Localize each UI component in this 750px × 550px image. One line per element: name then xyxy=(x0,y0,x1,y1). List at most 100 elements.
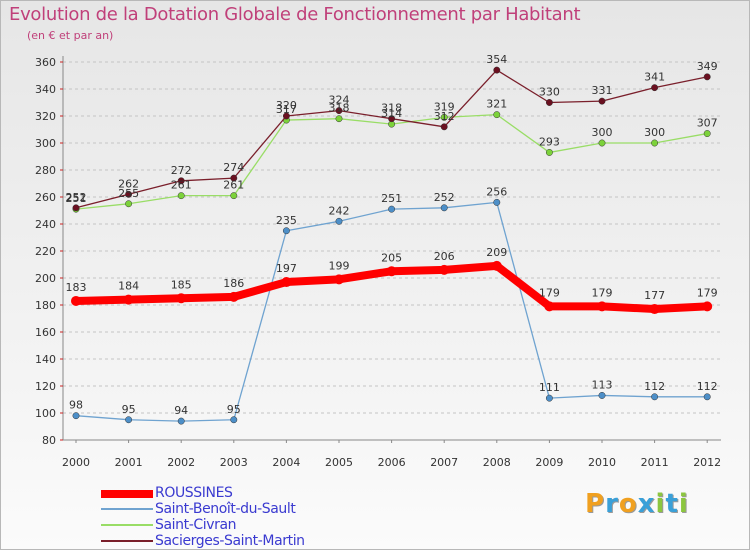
y-tick-label: 300 xyxy=(35,137,56,150)
y-tick-label: 260 xyxy=(35,191,56,204)
data-label: 314 xyxy=(381,107,402,120)
data-label: 112 xyxy=(697,380,718,393)
y-tick-label: 140 xyxy=(35,353,56,366)
logo-letter: i xyxy=(678,489,689,519)
data-point xyxy=(228,291,239,302)
data-label: 307 xyxy=(697,117,718,130)
data-label: 330 xyxy=(539,86,560,99)
data-point xyxy=(702,301,713,312)
chart-title: Evolution de la Dotation Globale de Fonc… xyxy=(9,4,581,25)
y-tick-label: 180 xyxy=(35,299,56,312)
data-label: 113 xyxy=(592,378,613,391)
data-point xyxy=(545,394,553,402)
logo-letter: r xyxy=(605,489,619,519)
data-label: 317 xyxy=(276,103,297,116)
data-label: 331 xyxy=(592,84,613,97)
data-label: 274 xyxy=(223,161,244,174)
data-label: 319 xyxy=(434,100,455,113)
x-tick-label: 2006 xyxy=(378,456,406,469)
data-label: 179 xyxy=(592,286,613,299)
legend-label: Sacierges-Saint-Martin xyxy=(155,533,305,549)
data-point xyxy=(282,227,290,235)
x-tick-label: 2011 xyxy=(641,456,669,469)
data-point xyxy=(71,295,81,306)
data-point xyxy=(597,301,607,312)
data-label: 95 xyxy=(227,403,241,416)
data-point xyxy=(281,277,292,288)
data-point xyxy=(72,412,80,420)
y-tick-label: 220 xyxy=(35,245,56,258)
y-tick-label: 360 xyxy=(35,56,56,69)
data-point xyxy=(230,174,238,182)
data-point xyxy=(125,190,133,198)
data-label: 179 xyxy=(697,286,718,299)
line-chart: 80 100 120 140 160 180 200 220 240 260 280 300 320 34… xyxy=(35,53,721,469)
data-label: 272 xyxy=(171,164,192,177)
data-point xyxy=(649,304,660,315)
data-label: 320 xyxy=(276,99,297,112)
data-point xyxy=(176,293,187,304)
data-point xyxy=(72,204,80,212)
logo-letter: x xyxy=(637,489,656,519)
data-label: 293 xyxy=(539,135,560,148)
legend-label: ROUSSINES xyxy=(155,485,233,501)
x-tick-label: 2007 xyxy=(430,456,458,469)
data-point xyxy=(177,192,185,200)
data-label: 251 xyxy=(381,192,402,205)
legend-swatch xyxy=(101,490,153,498)
data-label: 318 xyxy=(329,102,350,115)
x-tick-label: 2001 xyxy=(115,456,143,469)
x-tick-label: 2012 xyxy=(693,456,721,469)
data-label: 321 xyxy=(486,98,507,111)
legend-swatch xyxy=(101,508,153,510)
chart-subtitle: (en € et par an) xyxy=(27,29,114,42)
data-point xyxy=(598,139,606,147)
data-point xyxy=(125,416,133,424)
x-tick-label: 2004 xyxy=(272,456,300,469)
data-label: 177 xyxy=(644,289,665,302)
data-label: 354 xyxy=(486,53,507,66)
data-label: 235 xyxy=(276,214,297,227)
x-tick-label: 2003 xyxy=(220,456,248,469)
data-point xyxy=(491,260,502,271)
data-label: 112 xyxy=(644,380,665,393)
logo-letter: i xyxy=(655,489,666,519)
data-label: 324 xyxy=(329,94,350,107)
data-point xyxy=(651,84,659,92)
data-point xyxy=(651,393,659,401)
data-label: 209 xyxy=(486,246,507,259)
legend-label: Saint-Benoît-du-Sault xyxy=(155,501,296,517)
x-tick-label: 2009 xyxy=(535,456,563,469)
data-point xyxy=(123,294,134,305)
y-tick-label: 160 xyxy=(35,326,56,339)
legend-swatch xyxy=(101,524,153,526)
logo-letter: o xyxy=(618,489,638,519)
data-point xyxy=(598,392,606,399)
data-label: 256 xyxy=(486,185,507,198)
data-point xyxy=(440,123,448,131)
y-tick-label: 340 xyxy=(35,83,56,96)
data-label: 242 xyxy=(329,204,350,217)
data-point xyxy=(335,107,343,115)
logo-letter: t xyxy=(665,489,679,519)
series-line xyxy=(75,201,708,422)
y-tick-label: 240 xyxy=(35,218,56,231)
data-label: 98 xyxy=(69,399,83,412)
data-label: 252 xyxy=(66,191,87,204)
data-point xyxy=(440,113,448,121)
data-point xyxy=(493,111,501,119)
data-point xyxy=(334,274,344,285)
data-point xyxy=(282,112,290,120)
data-point xyxy=(651,139,659,147)
data-point xyxy=(335,217,343,225)
x-tick-label: 2008 xyxy=(483,456,511,469)
data-label: 349 xyxy=(697,60,718,73)
data-label: 184 xyxy=(118,280,139,293)
data-label: 199 xyxy=(329,259,350,272)
proxiti-logo: Proxiti xyxy=(585,489,689,519)
data-point xyxy=(386,266,397,277)
y-tick-label: 120 xyxy=(35,380,56,393)
data-label: 205 xyxy=(381,251,402,264)
logo-letter: P xyxy=(585,489,606,519)
data-label: 255 xyxy=(118,187,139,200)
